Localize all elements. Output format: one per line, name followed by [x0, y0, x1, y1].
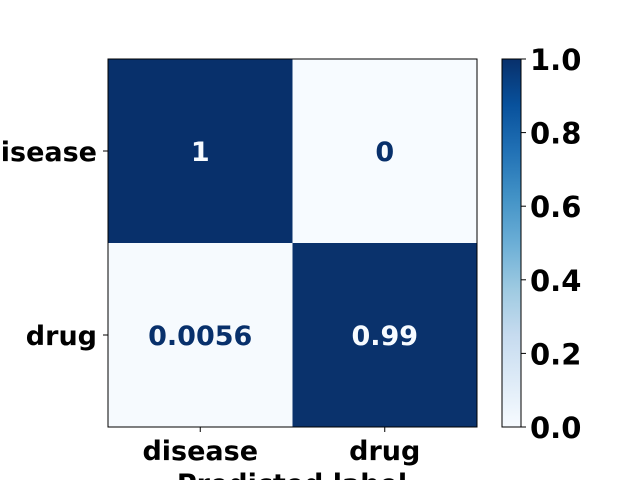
x-axis-label: Predicted label — [177, 469, 407, 480]
cell-value-label: 0.99 — [351, 321, 418, 352]
heatmap-cell — [292, 243, 477, 427]
cell-value-labels: 1 0 0.0056 0.99 — [148, 137, 418, 352]
cell-value-label: 1 — [191, 137, 210, 168]
y-tick-label: drug — [26, 321, 97, 352]
colorbar-frame — [501, 58, 522, 428]
x-tick-label: disease — [142, 436, 258, 467]
y-tick-label: disease — [0, 137, 97, 168]
colorbar — [502, 59, 521, 427]
heatmap-cells — [108, 59, 477, 427]
heatmap-cell — [292, 59, 477, 243]
colorbar-tick-label: 0.4 — [530, 264, 581, 298]
colorbar-tick-label: 0.6 — [530, 190, 581, 224]
cell-value-label: 0.0056 — [148, 321, 252, 352]
y-axis-ticks: disease drug — [0, 137, 108, 352]
heatmap-cell — [108, 59, 293, 243]
colorbar-tick-label: 1.0 — [530, 43, 581, 77]
colorbar-tick-label: 0.0 — [530, 411, 581, 445]
x-tick-label: drug — [349, 436, 420, 467]
x-axis-ticks: disease drug — [142, 427, 420, 467]
plot-frame — [107, 58, 478, 428]
heatmap-cell — [108, 243, 293, 427]
colorbar-tick-label: 0.8 — [530, 117, 581, 151]
colorbar-tick-label: 0.2 — [530, 337, 581, 371]
colorbar-ticks: 0.0 0.2 0.4 0.6 0.8 1.0 — [521, 43, 581, 445]
cell-value-label: 0 — [375, 137, 394, 168]
